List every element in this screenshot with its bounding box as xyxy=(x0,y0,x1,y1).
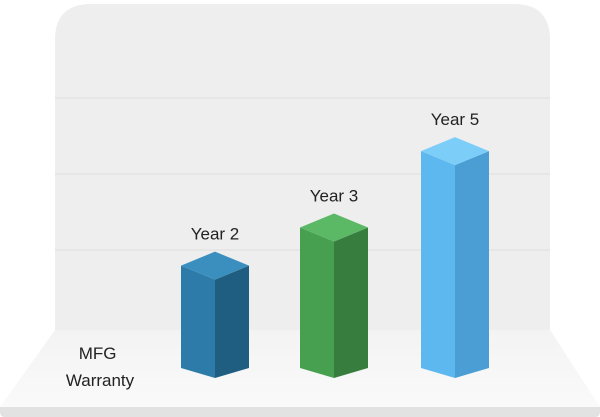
bar-top-face xyxy=(300,213,368,242)
bar-front-face xyxy=(300,227,334,378)
bar-label: Year 3 xyxy=(310,186,359,205)
category-label-line-2: Warranty xyxy=(66,371,135,390)
bar-side-face xyxy=(455,151,489,378)
bar-label: Year 2 xyxy=(191,225,240,244)
bar-year-2: Year 2 xyxy=(181,225,249,378)
category-label-line-1: MFG xyxy=(79,344,117,363)
bar-side-face xyxy=(334,227,368,378)
bar-top-face xyxy=(421,137,489,166)
bar-side-face xyxy=(215,265,249,378)
bar-top-face xyxy=(181,251,249,280)
bar-year-5: Year 5 xyxy=(421,110,489,378)
floor-edge xyxy=(0,407,600,417)
category-label: MFG Warranty xyxy=(66,344,135,390)
bar-front-face xyxy=(181,265,215,378)
bar-front-face xyxy=(421,151,455,378)
bars: Year 2 Year 3 Year 5 xyxy=(181,110,489,378)
bar-year-3: Year 3 xyxy=(300,186,368,378)
bar-label: Year 5 xyxy=(431,110,480,129)
